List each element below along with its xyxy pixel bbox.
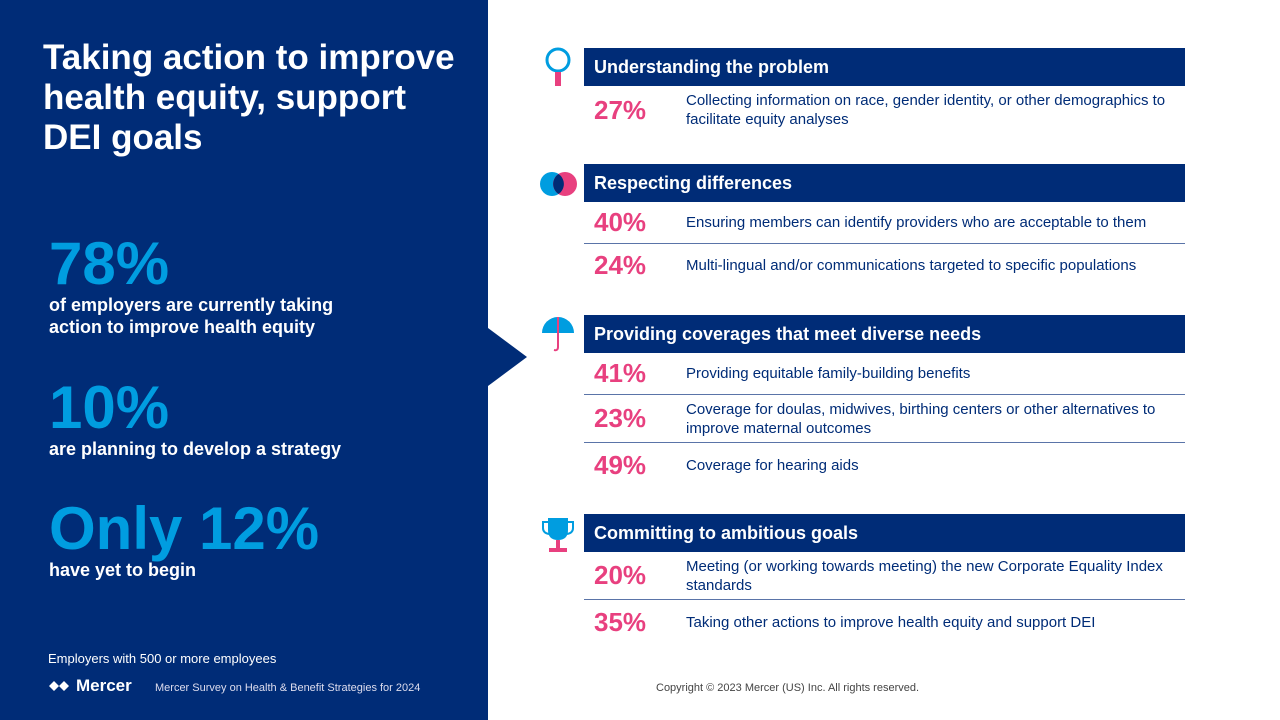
page-title: Taking action to improve health equity, … xyxy=(43,38,455,157)
section-header: Committing to ambitious goals xyxy=(584,514,1185,552)
section-header: Understanding the problem xyxy=(584,48,1185,86)
description: Coverage for hearing aids xyxy=(686,456,859,474)
percent: 23% xyxy=(594,403,647,433)
section-header: Providing coverages that meet diverse ne… xyxy=(584,315,1185,353)
list-item: 35% Taking other actions to improve healt… xyxy=(584,600,1185,644)
stat-text: of employers are currently taking action… xyxy=(49,295,334,337)
stat-current: 78% of employers are currently taking act… xyxy=(49,234,369,338)
stat-text: have yet to begin xyxy=(49,560,197,580)
description: Meeting (or working towards meeting) the… xyxy=(686,557,1163,594)
percent: 40% xyxy=(594,207,647,237)
list-item: 24% Multi-lingual and/or communications t… xyxy=(584,244,1185,286)
mercer-logo: Mercer xyxy=(48,676,132,696)
survey-source: Mercer Survey on Health & Benefit Strate… xyxy=(155,682,421,694)
stat-planning: 10% are planning to develop a strategy xyxy=(49,378,341,460)
footnote: Employers with 500 or more employees xyxy=(48,651,277,666)
magnifier-icon xyxy=(545,47,571,86)
list-item: 20% Meeting (or working towards meeting) … xyxy=(584,552,1185,600)
summary-panel: Taking action to improve health equity, … xyxy=(0,0,488,720)
description: Ensuring members can identify providers … xyxy=(686,214,1147,231)
list-item: 41% Providing equitable family-building b… xyxy=(584,353,1185,395)
list-item: 27% Collecting information on race, gende… xyxy=(584,86,1185,134)
percent: 35% xyxy=(594,606,647,637)
description: Coverage for doulas, midwives, birthing … xyxy=(686,400,1156,437)
umbrella-icon xyxy=(542,317,574,352)
stat-value: 10% xyxy=(49,374,170,441)
section-respecting: Respecting differences 40% Ensuring membe… xyxy=(584,164,1185,286)
section-goals: Committing to ambitious goals 20% Meeting… xyxy=(584,514,1185,644)
description: Providing equitable family-building bene… xyxy=(686,365,971,382)
pointer-arrow xyxy=(488,328,527,386)
copyright: Copyright © 2023 Mercer (US) Inc. All ri… xyxy=(656,682,920,694)
trophy-icon xyxy=(542,518,574,552)
section-understanding: Understanding the problem 27% Collecting … xyxy=(584,48,1185,134)
list-item: 49% Coverage for hearing aids xyxy=(584,443,1185,487)
description: Taking other actions to improve health e… xyxy=(686,613,1096,631)
percent: 20% xyxy=(594,560,647,590)
stat-value: Only 12% xyxy=(49,495,320,562)
list-item: 23% Coverage for doulas, midwives, birthi… xyxy=(584,395,1185,443)
description: Multi-lingual and/or communications targ… xyxy=(686,256,1137,274)
list-item: 40% Ensuring members can identify provide… xyxy=(584,202,1185,244)
percent: 27% xyxy=(594,94,647,125)
mercer-logo-icon xyxy=(49,681,69,691)
description: Collecting information on race, gender i… xyxy=(686,92,1166,128)
percent: 24% xyxy=(594,249,647,280)
logo-text: Mercer xyxy=(76,676,132,695)
stat-yet-to-begin: Only 12% have yet to begin xyxy=(49,499,319,581)
percent: 41% xyxy=(594,358,647,388)
stat-value: 78% xyxy=(49,230,170,297)
section-header: Respecting differences xyxy=(584,164,1185,202)
stat-text: are planning to develop a strategy xyxy=(49,439,342,459)
section-coverages: Providing coverages that meet diverse ne… xyxy=(584,315,1185,487)
percent: 49% xyxy=(594,449,647,480)
overlapping-circles-icon xyxy=(540,172,577,196)
